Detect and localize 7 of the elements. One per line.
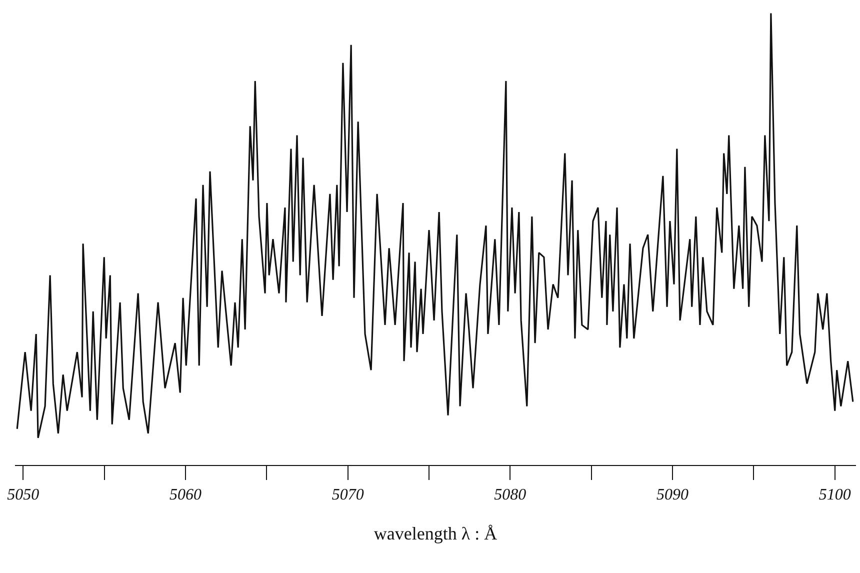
x-tick-label: 5090 [656, 486, 689, 504]
x-tick-label: 5100 [818, 486, 851, 504]
x-tick-label: 5050 [7, 486, 40, 504]
x-axis-title: wavelength λ : Å [374, 523, 498, 544]
x-tick-label: 5060 [169, 486, 202, 504]
x-tick-label: 5070 [332, 486, 364, 504]
x-tick-label: 5080 [494, 486, 526, 504]
